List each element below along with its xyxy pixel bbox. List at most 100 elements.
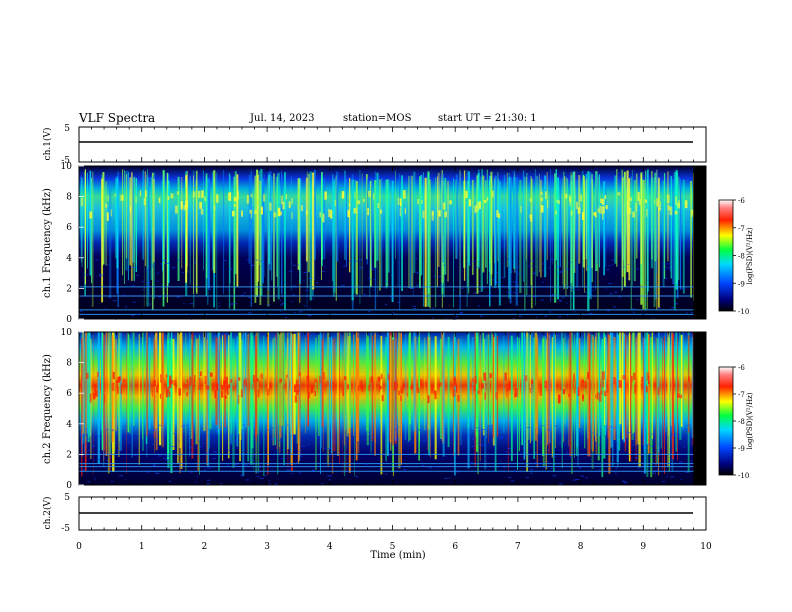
spectrogram-streak: [198, 334, 200, 475]
spectrogram-streak: [621, 169, 623, 292]
spectrogram-streak: [553, 332, 555, 440]
spectrogram-speckle: [158, 424, 162, 426]
spectrogram-peak: [170, 193, 174, 199]
spectrogram-speckle: [291, 473, 294, 475]
spectrogram-peak: [529, 198, 532, 202]
spectrogram-speckle: [458, 431, 460, 433]
spectrogram-streak: [675, 332, 678, 452]
spectrogram-speckle: [517, 273, 522, 275]
spectrogram-peak: [557, 394, 561, 404]
spectrogram-peak: [261, 206, 264, 215]
spectrogram-speckle: [332, 441, 337, 443]
spectrogram-streak: [536, 337, 539, 435]
spectrogram-peak: [123, 379, 126, 383]
spectrogram-speckle: [558, 271, 562, 273]
spectrogram-peak: [373, 193, 375, 200]
spectrogram-peak: [626, 207, 630, 214]
spectrogram-speckle: [597, 455, 599, 457]
spectrogram-speckle: [316, 282, 319, 284]
spectrogram-speckle: [343, 265, 347, 267]
spectrogram-peak: [258, 380, 260, 388]
spectrogram-streak: [427, 336, 430, 430]
spectrogram-peak: [400, 387, 404, 394]
spectrogram-speckle: [519, 315, 523, 317]
date-label: Jul. 14, 2023: [250, 113, 315, 124]
spectrogram-peak: [213, 205, 216, 211]
spectrogram-peak: [354, 191, 356, 199]
spectrogram-speckle: [181, 272, 184, 274]
spectrogram-streak: [413, 171, 416, 274]
spectrogram-peak: [465, 190, 468, 199]
spectrogram-streak: [148, 337, 151, 430]
spectrogram-peak: [684, 200, 688, 209]
spectrogram-streak: [679, 332, 682, 440]
spectrogram-streak: [571, 181, 573, 292]
spectrogram-speckle: [458, 294, 462, 296]
spectrogram-streak: [131, 178, 135, 263]
spectrogram-streak: [290, 332, 292, 435]
spectrogram-peak: [209, 372, 213, 377]
spectrogram-streak: [645, 170, 647, 311]
spectrogram-streak: [598, 336, 601, 437]
freq-tick-label: 10: [61, 328, 73, 338]
spectrogram-peak: [691, 209, 693, 215]
spectrogram-streak: [257, 332, 260, 472]
spectrogram-speckle: [403, 468, 407, 470]
spectrogram-speckle: [679, 288, 684, 290]
spectrogram-streak: [270, 176, 273, 281]
spectrogram-speckle: [661, 462, 663, 464]
spectrogram-streak: [255, 335, 257, 439]
spectrogram-speckle: [274, 483, 278, 485]
spectrogram-speckle: [284, 317, 288, 319]
spectrogram-speckle: [585, 477, 588, 479]
spectrogram-speckle: [323, 266, 326, 268]
spectrogram-streak: [89, 170, 92, 276]
spectrogram-speckle: [296, 462, 299, 464]
spectrogram-peak: [168, 391, 171, 397]
spectrogram-peak: [226, 386, 229, 395]
spectrogram-streak: [331, 339, 334, 474]
spectrogram-streak: [195, 335, 197, 445]
spectrogram-peak: [267, 388, 270, 396]
spectrogram-streak: [643, 332, 645, 453]
spectrogram-peak: [206, 385, 210, 390]
spectrogram-streak: [327, 332, 329, 468]
spectrogram-streak: [185, 333, 187, 472]
spectrogram-speckle: [271, 439, 274, 441]
spectrogram-peak: [308, 391, 310, 398]
spectrogram-peak: [646, 209, 648, 217]
spectrogram-speckle: [676, 436, 679, 438]
no-data-region: [693, 332, 706, 485]
spectrogram-streak: [667, 171, 669, 262]
spectrogram-streak: [682, 332, 684, 431]
spectrogram-streak: [254, 175, 257, 303]
spectrogram-speckle: [188, 313, 191, 315]
spectrogram-speckle: [308, 278, 313, 280]
spectrogram-streak: [91, 171, 94, 307]
spectrogram-streak: [536, 334, 539, 468]
spectrogram-speckle: [651, 457, 653, 459]
spectrogram-speckle: [232, 440, 236, 442]
spectrogram-peak: [381, 394, 384, 402]
spectrogram-peak: [600, 198, 603, 204]
spectrogram-peak: [116, 386, 120, 394]
spectrogram-peak: [198, 190, 201, 198]
spectrogram-speckle: [432, 317, 435, 319]
spectrogram-peak: [416, 387, 420, 393]
spectrogram-peak: [176, 191, 179, 195]
spectrogram-peak: [378, 386, 381, 392]
spectrogram-streak: [109, 180, 112, 298]
spectrogram-speckle: [566, 302, 568, 304]
spectrogram-peak: [473, 385, 476, 392]
spectrogram-streak: [146, 175, 148, 307]
spectrogram-peak: [427, 395, 430, 404]
spectrogram-peak: [233, 203, 236, 208]
spectrogram-streak: [125, 174, 128, 259]
spectrogram-streak: [524, 176, 526, 311]
spectrogram-streak: [256, 174, 259, 282]
spectrogram-streak: [326, 333, 330, 464]
spectrogram-streak: [525, 172, 528, 296]
spectrogram-peak: [224, 395, 227, 399]
spectrogram-peak: [160, 374, 162, 383]
spectrogram-streak: [571, 332, 573, 474]
